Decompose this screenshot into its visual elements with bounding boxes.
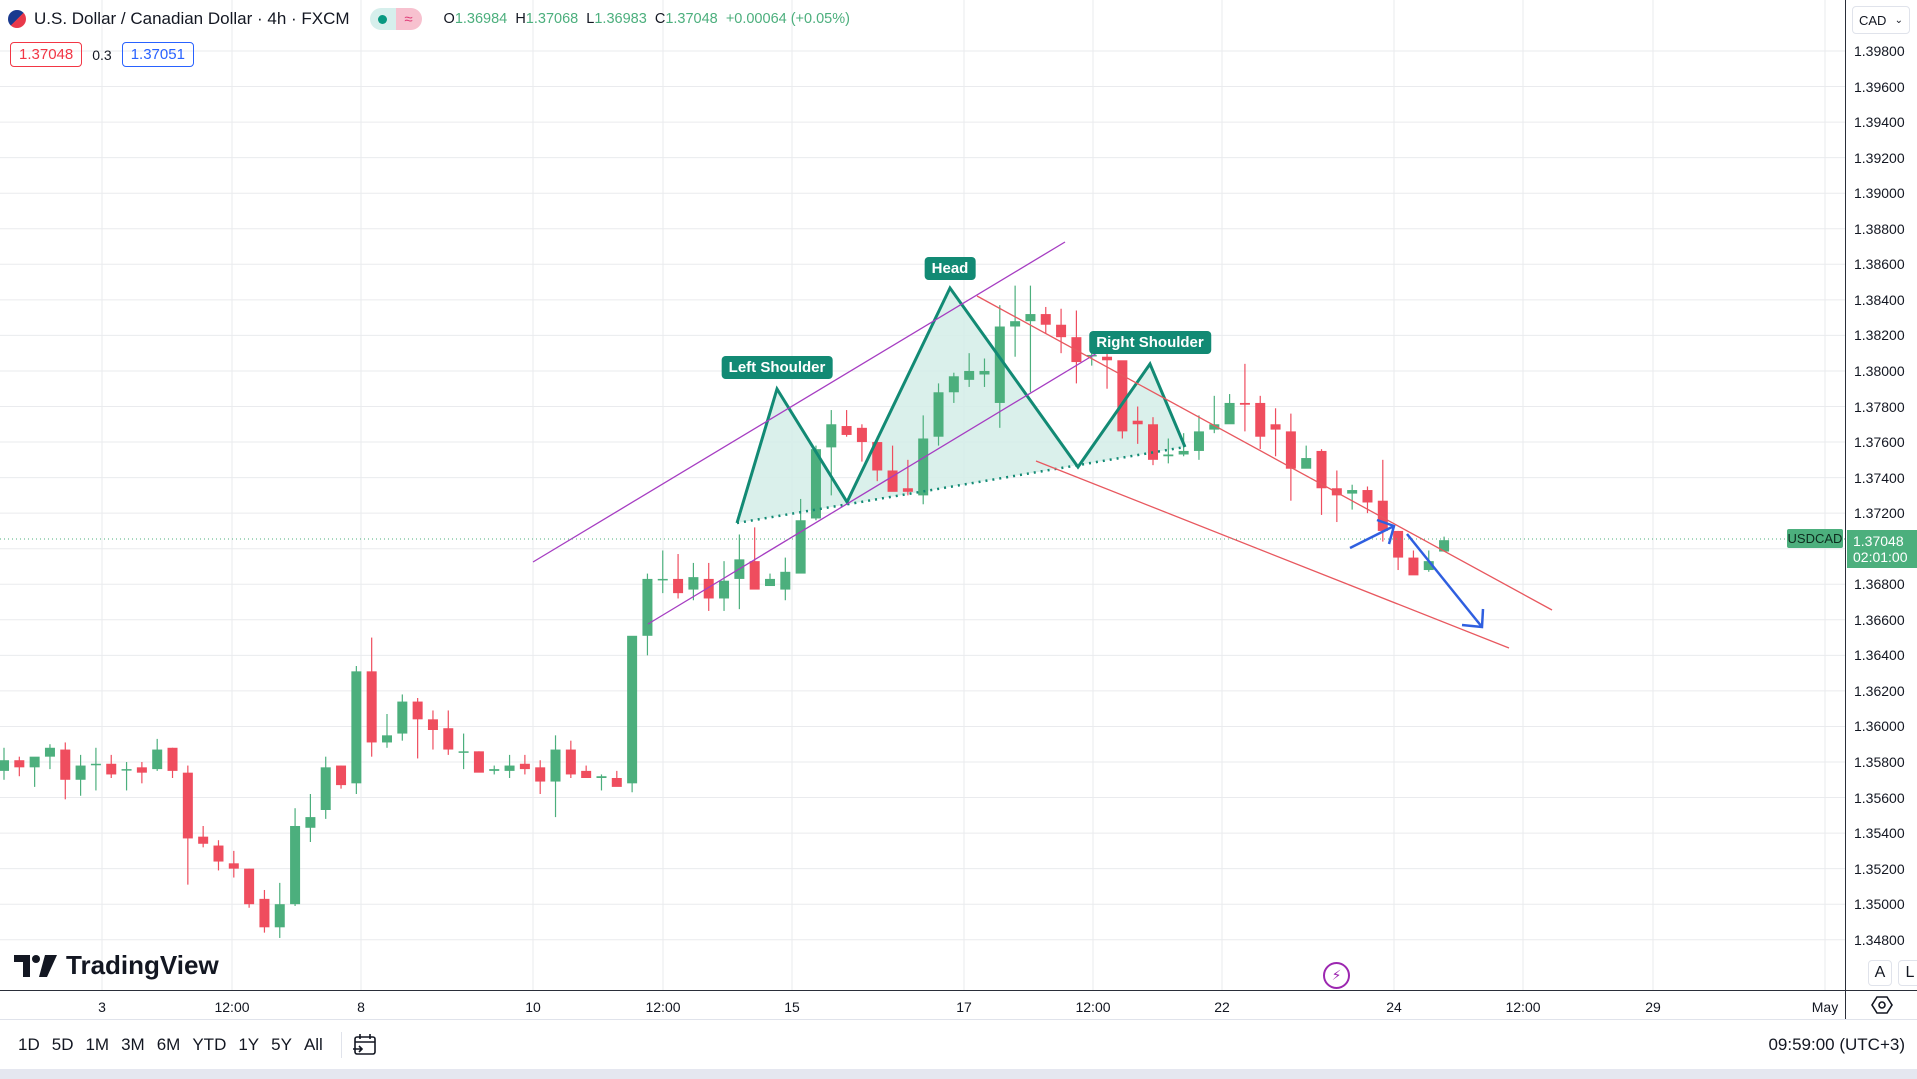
projection-arrow-down: [1406, 533, 1483, 628]
price-tick: 1.38600: [1854, 256, 1905, 273]
time-tick: 8: [357, 999, 365, 1015]
time-tick: 12:00: [1505, 999, 1541, 1015]
gear-hex-icon: [1870, 996, 1893, 1014]
price-tick: 1.34800: [1854, 931, 1905, 948]
range-button-1d[interactable]: 1D: [18, 1034, 40, 1054]
head-label[interactable]: Head: [924, 257, 976, 280]
status-pill[interactable]: ≈: [369, 8, 422, 30]
price-tick: 1.37400: [1854, 469, 1905, 486]
date-range-buttons: 1D 5D 1M 3M 6M YTD 1Y 5Y All: [12, 1035, 329, 1055]
pattern-fill: [737, 288, 1185, 523]
log-scale-button[interactable]: L: [1898, 960, 1917, 986]
time-tick: 12:00: [214, 999, 250, 1015]
flag-usd-cad-icon: [8, 10, 26, 28]
time-tick: 12:00: [645, 999, 681, 1015]
price-tick: 1.35000: [1854, 896, 1905, 913]
sell-price-button[interactable]: 1.37048: [10, 42, 83, 67]
calendar-goto-icon[interactable]: [352, 1033, 378, 1057]
price-tick: 1.39000: [1854, 185, 1905, 202]
price-tick: 1.38200: [1854, 327, 1905, 344]
time-tick: 24: [1386, 999, 1402, 1015]
price-tick: 1.39600: [1854, 78, 1905, 95]
rising-channel-lower: [647, 352, 1098, 625]
bottom-panel-edge: [0, 1069, 1917, 1079]
neckline: [736, 445, 1186, 525]
currency-select[interactable]: CAD ⌄: [1852, 6, 1910, 34]
auto-scale-button[interactable]: A: [1868, 960, 1892, 986]
symbol-title[interactable]: U.S. Dollar / Canadian Dollar · 4h · FXC…: [34, 9, 350, 28]
price-tick: 1.36800: [1854, 576, 1905, 593]
tradingview-logo[interactable]: TradingView: [14, 950, 219, 981]
time-tick: 12:00: [1075, 999, 1111, 1015]
time-tick: May: [1811, 999, 1839, 1015]
price-tick: 1.37600: [1854, 434, 1905, 451]
head-shoulders-fill: [737, 288, 1185, 523]
tradingview-logo-icon: [14, 954, 57, 977]
range-button-1m[interactable]: 1M: [85, 1034, 110, 1054]
price-tick: 1.37200: [1854, 505, 1905, 522]
range-button-3m[interactable]: 3M: [121, 1034, 145, 1054]
price-tick: 1.36000: [1854, 718, 1905, 735]
rising-channel-upper: [532, 241, 1066, 563]
price-tick: 1.39200: [1854, 149, 1905, 166]
chart-legend: U.S. Dollar / Canadian Dollar · 4h · FXC…: [8, 8, 850, 30]
price-tick: 1.35200: [1854, 860, 1905, 877]
bottom-toolbar: 1D 5D 1M 3M 6M YTD 1Y 5Y All 09:59:00 (UTC+3): [0, 1019, 1917, 1069]
ohlc-values: O1.36984 H1.37068 L1.36983 C1.37048 +0.0…: [443, 11, 850, 27]
head-shoulders-line: [735, 285, 1187, 524]
price-tick: 1.35800: [1854, 754, 1905, 770]
time-axis[interactable]: 3 12:00 8 10 12:00 15 17 12:00 22 24 12:00 29 May: [0, 990, 1845, 1019]
time-tick: 15: [784, 999, 800, 1015]
chevron-down-icon: ⌄: [1894, 14, 1903, 26]
toolbar-divider: [340, 1031, 342, 1058]
time-tick: 3: [98, 999, 106, 1015]
price-tick: 1.38400: [1854, 291, 1905, 308]
price-tick: 1.37800: [1854, 398, 1905, 415]
delayed-data-icon: ≈: [395, 8, 422, 30]
range-button-all[interactable]: All: [303, 1034, 323, 1054]
bid-ask-row: 1.37048 0.3 1.37051: [10, 42, 194, 67]
price-tick: 1.38000: [1854, 362, 1905, 379]
current-price-badge: 1.37048 02:01:00: [1847, 530, 1917, 568]
price-tick: 1.35400: [1854, 825, 1905, 842]
candlestick-series: [0, 285, 1450, 938]
time-tick: 17: [956, 999, 972, 1015]
price-tick: 1.39400: [1854, 114, 1905, 131]
range-button-1y[interactable]: 1Y: [238, 1034, 260, 1054]
price-axis[interactable]: CAD ⌄ 1.39800 1.39600 1.39400 1.39200 1.3900…: [1845, 0, 1917, 990]
chart-settings-button[interactable]: [1845, 990, 1917, 1019]
timezone-clock[interactable]: 09:59:00 (UTC+3): [1768, 1034, 1905, 1054]
symbol-price-tag: USDCAD: [1787, 529, 1843, 548]
left-shoulder-label[interactable]: Left Shoulder: [721, 356, 833, 379]
buy-price-button[interactable]: 1.37051: [121, 42, 194, 67]
price-tick: 1.36600: [1854, 611, 1905, 628]
lightning-icon[interactable]: ⚡: [1323, 962, 1350, 989]
falling-channel-upper: [976, 295, 1553, 611]
market-open-dot-icon: [369, 8, 396, 30]
price-tick: 1.36400: [1854, 647, 1905, 664]
falling-channel-lower: [1035, 460, 1510, 649]
range-button-5y[interactable]: 5Y: [271, 1034, 292, 1054]
price-tick: 1.38800: [1854, 220, 1905, 237]
spread-value: 0.3: [92, 46, 112, 63]
time-tick: 29: [1645, 999, 1661, 1015]
price-tick: 1.35600: [1854, 789, 1905, 806]
range-button-6m[interactable]: 6M: [156, 1034, 181, 1054]
chart-plot-area[interactable]: [0, 0, 1845, 990]
range-button-5d[interactable]: 5D: [51, 1034, 74, 1054]
right-shoulder-label[interactable]: Right Shoulder: [1089, 331, 1211, 354]
time-tick: 22: [1214, 999, 1230, 1015]
projection-arrow-up: [1349, 524, 1395, 550]
price-tick: 1.36200: [1854, 682, 1905, 699]
range-button-ytd[interactable]: YTD: [192, 1034, 227, 1054]
price-tick: 1.39800: [1854, 43, 1905, 59]
trend-drawings[interactable]: [0, 241, 1845, 649]
time-tick: 10: [525, 999, 541, 1015]
tradingview-logo-text: TradingView: [66, 950, 219, 980]
